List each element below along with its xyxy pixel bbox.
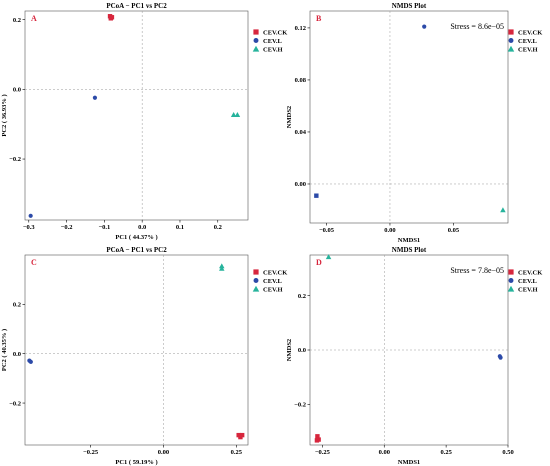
x-tick-label: −0.25 xyxy=(315,449,331,456)
x-tick-label: 0.50 xyxy=(502,449,513,456)
y-tick-label: 0.12 xyxy=(295,25,306,32)
legend-entry: CEV.L xyxy=(518,38,538,45)
legend-marker xyxy=(508,29,514,35)
stress-label: Stress = 8.6e−05 xyxy=(450,22,504,31)
plot-frame xyxy=(24,10,249,221)
data-point xyxy=(315,434,320,439)
x-axis-label: PC1 ( 59.19% ) xyxy=(115,459,157,466)
x-tick-label: −0.25 xyxy=(83,449,99,456)
legend-entry: CEV.H xyxy=(263,46,283,53)
legend-marker xyxy=(252,285,260,292)
x-tick-label: −0.1 xyxy=(98,224,110,231)
legend-marker xyxy=(507,285,515,292)
chart-title: PCoA − PC1 vs PC2 xyxy=(106,2,167,10)
data-point xyxy=(314,438,320,443)
legend-entry: CEV.CK xyxy=(518,29,542,36)
legend-marker xyxy=(253,269,259,275)
x-tick-label: 0.1 xyxy=(176,224,184,231)
x-tick-label: 0.25 xyxy=(440,449,452,456)
data-point xyxy=(422,24,427,29)
panel-label: C xyxy=(31,258,37,267)
legend-entry: CEV.CK xyxy=(263,269,287,276)
data-point xyxy=(314,193,319,198)
y-tick-label: 0.04 xyxy=(295,129,307,136)
y-tick-label: 0.2 xyxy=(13,302,21,309)
data-point xyxy=(325,254,332,260)
data-point xyxy=(28,213,33,218)
data-point xyxy=(238,434,243,440)
x-tick-label: 0.00 xyxy=(384,227,395,234)
legend-marker xyxy=(508,269,514,275)
legend-entry: CEV.H xyxy=(518,46,538,53)
x-tick-label: −0.05 xyxy=(319,227,335,234)
data-point xyxy=(498,355,503,360)
panel-label: A xyxy=(31,14,37,23)
legend-marker xyxy=(508,278,514,283)
chart-title: NMDS Plot xyxy=(392,246,427,254)
y-tick-label: 0.2 xyxy=(13,17,21,24)
legend-marker xyxy=(253,29,259,35)
x-tick-label: 0.00 xyxy=(158,449,169,456)
y-tick-label: −0.2 xyxy=(9,400,21,407)
y-tick-label: −0.2 xyxy=(9,156,21,163)
legend-entry: CEV.L xyxy=(518,278,538,285)
plot-frame xyxy=(24,254,249,446)
legend-entry: CEV.L xyxy=(263,278,283,285)
x-axis-label: NMDS1 xyxy=(398,459,420,466)
y-tick-label: 0.2 xyxy=(298,293,306,300)
legend-entry: CEV.H xyxy=(518,286,538,293)
legend-entry: CEV.L xyxy=(263,38,283,45)
x-tick-label: 0.25 xyxy=(231,449,243,456)
x-axis-label: NMDS1 xyxy=(398,237,420,244)
y-axis-label: NMDS2 xyxy=(286,339,293,361)
y-tick-label: 0.08 xyxy=(295,77,307,84)
x-tick-label: −0.3 xyxy=(23,224,36,231)
y-tick-label: 0.0 xyxy=(13,351,21,358)
y-tick-label: 0.0 xyxy=(298,347,306,354)
stress-label: Stress = 7.8e−05 xyxy=(450,266,504,275)
x-tick-label: −0.2 xyxy=(61,224,73,231)
x-tick-label: 0.0 xyxy=(138,224,146,231)
y-tick-label: −0.2 xyxy=(294,401,306,408)
data-point xyxy=(108,16,113,21)
chart-title: PCoA − PC1 vs PC2 xyxy=(106,246,167,254)
legend-entry: CEV.H xyxy=(263,286,283,293)
panel-label: B xyxy=(316,14,322,23)
data-point xyxy=(234,112,241,118)
x-tick-label: 0.2 xyxy=(214,224,222,231)
y-tick-label: 0.00 xyxy=(295,181,306,188)
y-axis-label: PC2 ( 36.93% ) xyxy=(1,94,8,136)
chart-title: NMDS Plot xyxy=(392,2,427,10)
y-tick-label: 0.0 xyxy=(13,87,21,94)
panel-a: PCoA − PC1 vs PC2 A −0.3 −0.2 −0.1 0.0 0.1 0.2 0… xyxy=(1,2,287,241)
x-axis-label: PC1 ( 44.37% ) xyxy=(115,234,157,241)
data-point xyxy=(230,112,237,118)
plot-frame xyxy=(309,10,509,224)
data-point xyxy=(28,359,33,364)
panel-c: PCoA − PC1 vs PC2 C −0.25 0.00 0.25 0.2 0.0 −0.… xyxy=(1,246,287,466)
y-axis-label: PC2 ( 40.35% ) xyxy=(1,329,8,371)
legend-marker xyxy=(252,45,260,52)
legend-entry: CEV.CK xyxy=(518,269,542,276)
x-tick-label: 0.00 xyxy=(379,449,390,456)
data-point xyxy=(500,207,506,213)
legend-marker xyxy=(253,278,259,283)
panel-label: D xyxy=(316,258,322,267)
legend-marker xyxy=(508,38,514,43)
y-axis-label: NMDS2 xyxy=(286,106,293,128)
data-point xyxy=(92,95,98,100)
legend-marker xyxy=(507,45,515,52)
x-tick-label: 0.05 xyxy=(448,227,460,234)
legend-entry: CEV.CK xyxy=(263,29,287,36)
data-point xyxy=(219,265,225,271)
panel-d: NMDS Plot D −0.25 0.00 0.25 0.50 0.2 0.0 −0.2 NMD… xyxy=(286,246,542,466)
legend-marker xyxy=(253,38,259,43)
